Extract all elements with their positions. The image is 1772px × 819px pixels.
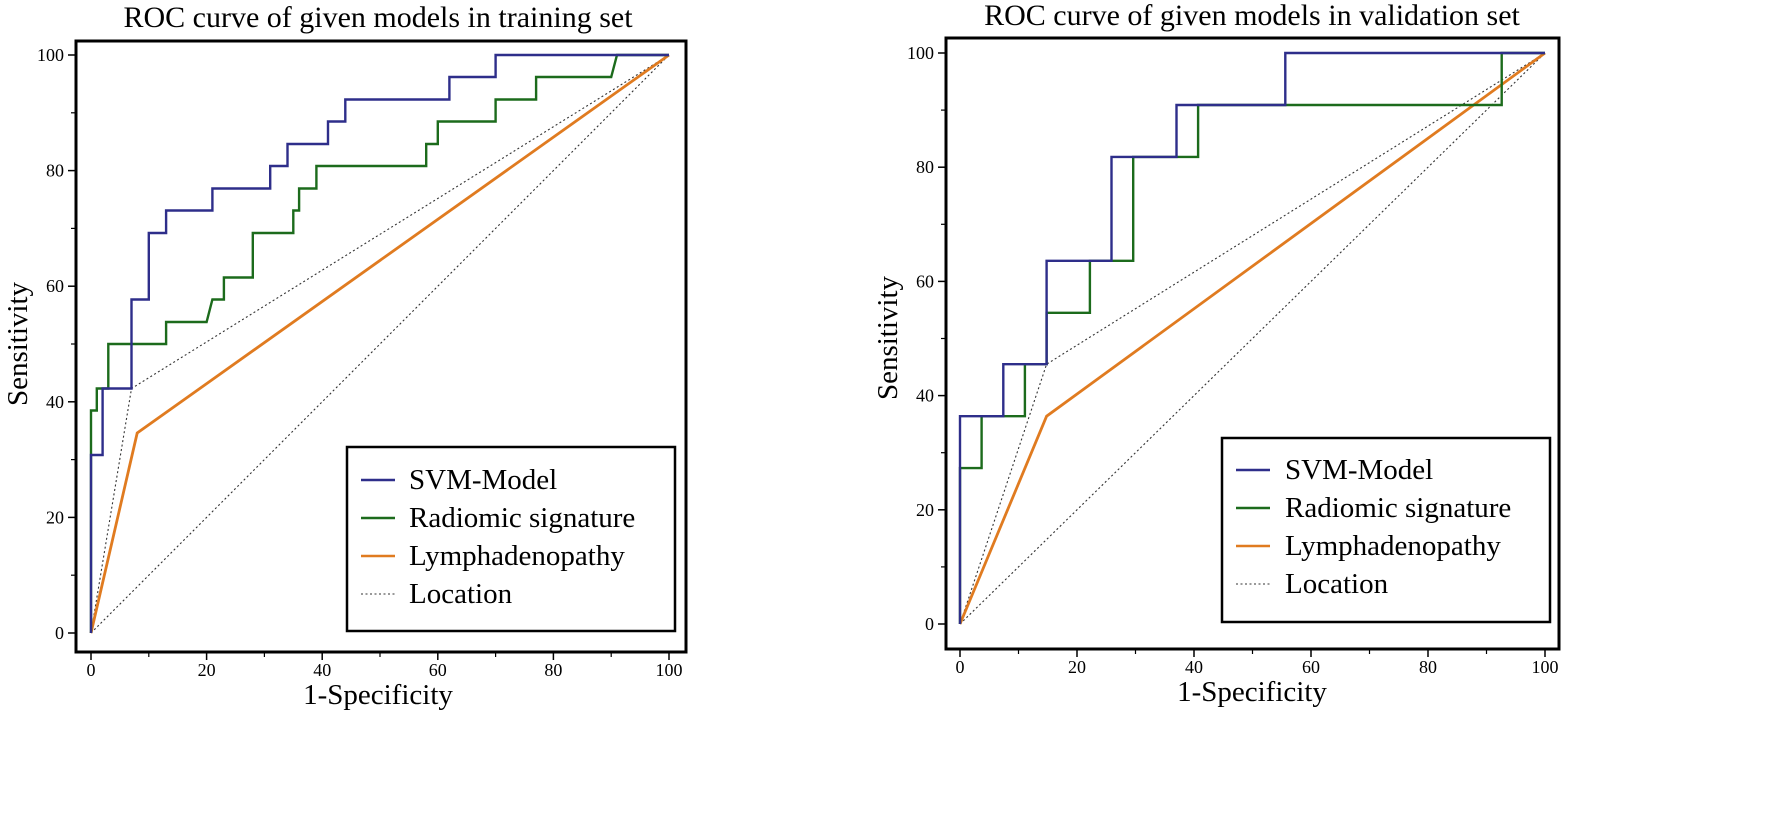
- y-tick-label: 0: [925, 614, 934, 634]
- series-line-radiomic-signature: [958, 51, 1545, 624]
- y-axis-label: Sensitivity: [872, 275, 904, 400]
- x-tick-label: 100: [1532, 657, 1559, 677]
- series-layer: [958, 51, 1546, 625]
- y-tick-label: 100: [37, 45, 64, 65]
- series-line-radiomic-signature: [89, 53, 669, 633]
- y-tick-label: 80: [916, 157, 934, 177]
- chart-title: ROC curve of given models in validation …: [984, 0, 1520, 32]
- series-line-svm-model: [958, 51, 1545, 624]
- x-tick-label: 80: [544, 660, 562, 680]
- y-tick-label: 60: [916, 271, 934, 291]
- legend-label: SVM-Model: [1285, 454, 1433, 486]
- x-tick-label: 20: [198, 660, 216, 680]
- y-tick-label: 40: [46, 392, 64, 412]
- legend-label: Location: [409, 578, 513, 610]
- legend-box: [1220, 436, 1552, 624]
- y-tick-label: 100: [907, 43, 934, 63]
- y-tick-label: 20: [46, 507, 64, 527]
- x-tick-label: 80: [1419, 657, 1437, 677]
- axis-ticks: 0 20 40 60 80 100 0 20 40 60 80 100: [37, 45, 683, 680]
- chart-title: ROC curve of given models in training se…: [123, 1, 633, 34]
- series-line-reference: [959, 52, 1546, 625]
- legend-label: Lymphadenopathy: [409, 540, 625, 572]
- chart-training-set: ROC curve of given models in training se…: [2, 1, 688, 711]
- axis-ticks: 0 20 40 60 80 100 0 20 40 60 80 100: [907, 43, 1559, 677]
- x-tick-label: 0: [956, 657, 965, 677]
- plot-frame: [74, 39, 688, 654]
- legend-label: Location: [1285, 568, 1389, 600]
- series-layer: [89, 53, 670, 634]
- legend: SVM-Model Radiomic signature Lymphadenopat…: [1220, 436, 1552, 624]
- x-tick-label: 100: [656, 660, 683, 680]
- x-tick-label: 20: [1068, 657, 1086, 677]
- legend-label: Radiomic signature: [1285, 492, 1511, 524]
- x-axis-label: 1-Specificity: [1177, 676, 1327, 708]
- y-tick-label: 80: [46, 161, 64, 181]
- y-axis-label: Sensitivity: [2, 281, 34, 406]
- legend-box: [345, 445, 677, 633]
- legend-label: Radiomic signature: [409, 502, 635, 534]
- series-line-lymphadenopathy: [958, 51, 1546, 625]
- legend-label: SVM-Model: [409, 464, 557, 496]
- y-tick-label: 0: [55, 623, 64, 643]
- series-line-reference: [90, 54, 670, 634]
- series-line-location: [959, 52, 1546, 625]
- series-line-svm-model: [89, 53, 669, 633]
- legend-label: Lymphadenopathy: [1285, 530, 1501, 562]
- x-tick-label: 40: [1185, 657, 1203, 677]
- x-tick-label: 0: [87, 660, 96, 680]
- y-tick-label: 40: [916, 386, 934, 406]
- y-tick-label: 60: [46, 276, 64, 296]
- legend: SVM-Model Radiomic signature Lymphadenopat…: [345, 445, 677, 633]
- x-axis-label: 1-Specificity: [303, 679, 453, 711]
- x-tick-label: 40: [313, 660, 331, 680]
- series-line-lymphadenopathy: [89, 53, 670, 634]
- x-tick-label: 60: [1302, 657, 1320, 677]
- y-tick-label: 20: [916, 500, 934, 520]
- x-tick-label: 60: [429, 660, 447, 680]
- chart-validation-set: ROC curve of given models in validation …: [872, 0, 1561, 708]
